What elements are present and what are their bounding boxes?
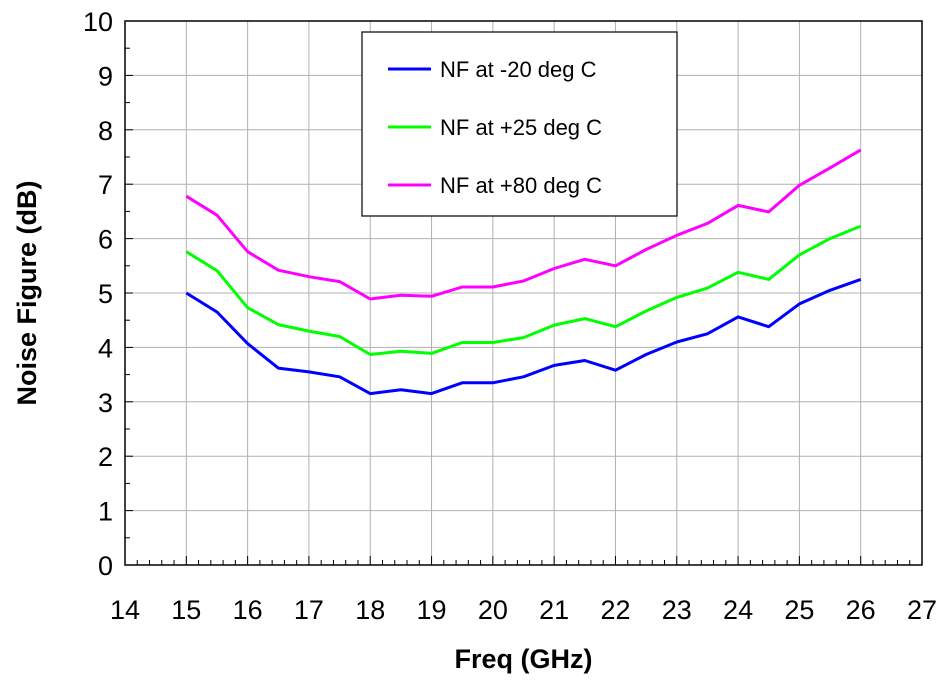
legend-entry: NF at +80 deg C	[440, 173, 602, 198]
x-tick-label: 25	[784, 595, 814, 625]
legend-entry: NF at +25 deg C	[440, 115, 602, 140]
series-line	[185, 277, 862, 396]
x-tick-label: 27	[907, 595, 937, 625]
y-tick-label: 0	[98, 551, 113, 581]
y-tick-label: 9	[98, 61, 113, 91]
x-tick-label: 20	[478, 595, 508, 625]
y-tick-label: 1	[98, 497, 113, 527]
series-line	[185, 224, 862, 356]
y-tick-label: 4	[98, 333, 113, 363]
y-tick-label: 2	[98, 442, 113, 472]
x-tick-label: 24	[723, 595, 753, 625]
x-tick-label: 22	[600, 595, 630, 625]
series-line	[185, 148, 862, 301]
y-tick-label: 7	[98, 170, 113, 200]
x-tick-label: 21	[539, 595, 569, 625]
x-axis-title: Freq (GHz)	[455, 644, 593, 674]
series-lines	[185, 148, 862, 396]
y-tick-label: 8	[98, 116, 113, 146]
y-axis-title: Noise Figure (dB)	[12, 180, 42, 405]
x-tick-label: 26	[846, 595, 876, 625]
x-tick-label: 15	[171, 595, 201, 625]
y-tick-labels: 0 1 2 3 4 5 6 7 8 9 10	[83, 7, 113, 581]
y-tick-label: 10	[83, 7, 113, 37]
x-tick-label: 19	[417, 595, 447, 625]
x-tick-label: 18	[355, 595, 385, 625]
x-tick-labels: 14 15 16 17 18 19 20 21 22 23 24 25 26 27	[110, 595, 937, 625]
y-tick-label: 6	[98, 225, 113, 255]
x-tick-label: 17	[294, 595, 324, 625]
x-tick-label: 23	[662, 595, 692, 625]
minor-ticks	[124, 20, 923, 566]
x-tick-label: 14	[110, 595, 140, 625]
y-tick-label: 5	[98, 279, 113, 309]
x-tick-label: 16	[233, 595, 263, 625]
legend: NF at -20 deg C NF at +25 deg C NF at +80 …	[361, 31, 678, 217]
y-tick-label: 3	[98, 388, 113, 418]
legend-entry: NF at -20 deg C	[440, 57, 597, 82]
